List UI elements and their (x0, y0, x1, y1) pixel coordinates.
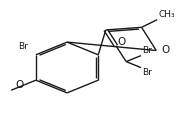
Text: O: O (15, 80, 23, 90)
Text: O: O (161, 45, 169, 55)
Text: CH₃: CH₃ (158, 10, 175, 19)
Text: Br: Br (19, 43, 28, 51)
Text: Br: Br (142, 68, 152, 77)
Text: O: O (117, 37, 125, 47)
Text: Br: Br (142, 46, 152, 55)
